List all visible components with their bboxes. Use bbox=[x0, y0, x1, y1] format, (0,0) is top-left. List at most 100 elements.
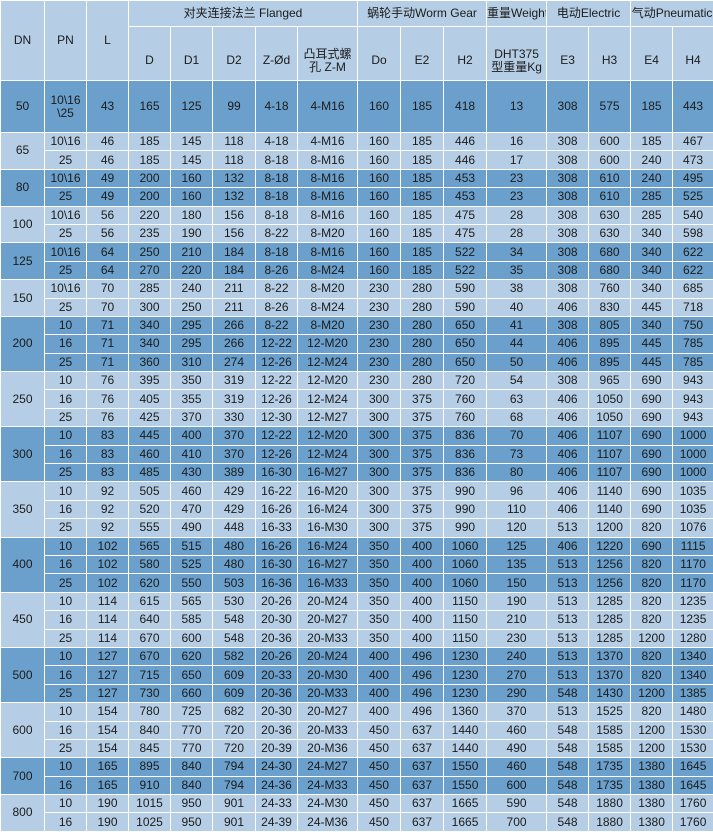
table-cell: 154 bbox=[86, 720, 129, 740]
table-cell: 1150 bbox=[443, 628, 488, 648]
table-cell: 770 bbox=[170, 738, 213, 759]
table-cell: 300 bbox=[357, 518, 402, 538]
table-cell: 12-M20 bbox=[296, 334, 359, 354]
table-cell: 266 bbox=[212, 315, 256, 336]
table-cell: 16-M30 bbox=[296, 518, 359, 538]
table-cell: 71 bbox=[86, 334, 129, 354]
table-cell: 280 bbox=[400, 371, 445, 391]
table-cell: 1256 bbox=[588, 573, 632, 593]
table-cell: 637 bbox=[400, 757, 445, 777]
table-cell: 12-22 bbox=[255, 426, 298, 446]
table-cell: 650 bbox=[170, 665, 213, 685]
table-cell: 950 bbox=[170, 794, 213, 814]
table-cell: 1380 bbox=[630, 757, 674, 777]
table-cell: 690 bbox=[630, 444, 674, 465]
table-cell: 590 bbox=[486, 794, 548, 814]
table-cell: 24-M27 bbox=[296, 757, 359, 777]
table-cell: 1256 bbox=[588, 554, 632, 575]
table-cell: 280 bbox=[400, 334, 445, 354]
table-cell: 340 bbox=[630, 242, 674, 262]
table-cell: 820 bbox=[630, 518, 674, 538]
table-cell: 20-36 bbox=[255, 683, 298, 704]
table-cell: 450 bbox=[357, 775, 402, 796]
table-row: 250 10 76 395 350 319 12-22 12-M20 230 280 720 54 30… bbox=[0, 371, 713, 428]
table-cell: 650 bbox=[443, 352, 488, 373]
table-cell: 220 bbox=[170, 260, 213, 281]
table-cell: 550 bbox=[170, 573, 213, 593]
table-cell: 720 bbox=[443, 371, 488, 391]
table-cell: 406 bbox=[546, 352, 590, 373]
table-cell: 92 bbox=[86, 499, 129, 520]
table-cell: 901 bbox=[212, 794, 256, 814]
dn-cell: 125 bbox=[0, 242, 45, 281]
table-cell: 25 bbox=[44, 297, 87, 317]
table-cell: 8-M20 bbox=[296, 279, 359, 299]
table-row: 300 10 83 445 400 370 12-22 12-M20 300 375 836 70 40… bbox=[0, 426, 713, 483]
table-cell: 1285 bbox=[588, 591, 632, 612]
table-cell: 820 bbox=[630, 554, 674, 575]
table-cell: 718 bbox=[672, 297, 713, 317]
table-cell: 235 bbox=[128, 223, 171, 244]
table-cell: 300 bbox=[357, 463, 402, 483]
table-cell: 1150 bbox=[443, 610, 488, 630]
table-cell: 274 bbox=[212, 352, 256, 373]
table-cell: 525 bbox=[170, 554, 213, 575]
table-cell: 10\16 bbox=[44, 242, 87, 262]
table-cell: 20-30 bbox=[255, 610, 298, 630]
table-cell: 450 bbox=[357, 757, 402, 777]
table-cell: 16-30 bbox=[255, 554, 298, 575]
table-cell: 1035 bbox=[672, 481, 713, 501]
table-cell: 25 bbox=[44, 352, 87, 373]
table-cell: 400 bbox=[170, 426, 213, 446]
table-cell: 16-22 bbox=[255, 481, 298, 501]
header-col: D bbox=[128, 26, 171, 81]
table-cell: 23 bbox=[486, 168, 548, 189]
table-cell: 840 bbox=[128, 720, 171, 740]
table-cell: 350 bbox=[357, 573, 402, 593]
table-cell: 16 bbox=[44, 554, 87, 575]
table-cell: 25 bbox=[44, 738, 87, 759]
table-cell: 615 bbox=[128, 591, 171, 612]
table-cell: 16 bbox=[44, 812, 87, 832]
table-cell: 1440 bbox=[443, 738, 488, 759]
table-cell: 160 bbox=[357, 150, 402, 170]
table-cell: 1060 bbox=[443, 554, 488, 575]
table-cell: 10 bbox=[44, 536, 87, 556]
table-cell: 8-18 bbox=[255, 187, 298, 207]
table-cell: 10\16 bbox=[44, 168, 87, 189]
table-cell: 720 bbox=[212, 720, 256, 740]
table-cell: 965 bbox=[588, 371, 632, 391]
table-cell: 8-M16 bbox=[296, 150, 359, 170]
table-cell: 127 bbox=[86, 646, 129, 667]
table-cell: 620 bbox=[128, 573, 171, 593]
table-cell: 650 bbox=[443, 334, 488, 354]
table-cell: 1000 bbox=[672, 463, 713, 483]
table-cell: 230 bbox=[486, 628, 548, 648]
table-cell: 990 bbox=[443, 518, 488, 538]
table-row: 25 92 555 490 448 16-33 16-M30 300 375 990 120 513 1… bbox=[1, 518, 713, 538]
table-cell: 406 bbox=[546, 481, 590, 501]
table-cell: 56 bbox=[86, 223, 129, 244]
header-col: D1 bbox=[170, 26, 213, 81]
table-cell: 70 bbox=[86, 279, 129, 299]
table-cell: 1140 bbox=[588, 499, 632, 520]
table-cell: 20-30 bbox=[255, 702, 298, 722]
table-cell: 840 bbox=[170, 775, 213, 796]
table-cell: 496 bbox=[400, 646, 445, 667]
header-group-pneumatic: 气动Pneumatic bbox=[630, 0, 713, 27]
table-cell: 475 bbox=[443, 223, 488, 244]
table-cell: 8-M16 bbox=[296, 205, 359, 225]
table-cell: 12-M27 bbox=[296, 407, 359, 428]
dn-cell: 800 bbox=[0, 794, 45, 832]
table-cell: 300 bbox=[357, 407, 402, 428]
table-cell: 548 bbox=[546, 775, 590, 796]
table-cell: 805 bbox=[588, 315, 632, 336]
table-cell: 690 bbox=[630, 371, 674, 391]
table-cell: 280 bbox=[400, 297, 445, 317]
table-cell: 50 bbox=[486, 352, 548, 373]
table-cell: 308 bbox=[546, 131, 590, 152]
table-cell: 1200 bbox=[630, 738, 674, 759]
table-cell: 16 bbox=[44, 334, 87, 354]
table-cell: 285 bbox=[128, 279, 171, 299]
header-col: H2 bbox=[443, 26, 488, 81]
